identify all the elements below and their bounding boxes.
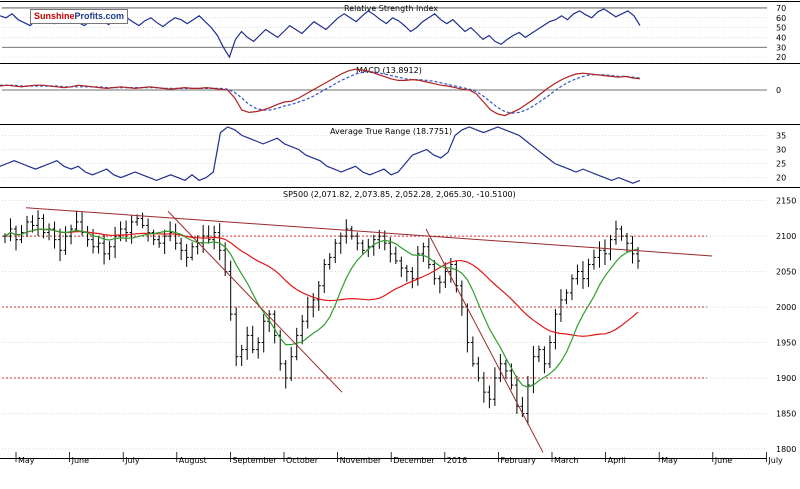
logo-suffix: .com xyxy=(103,11,125,21)
trend-line xyxy=(25,207,713,257)
atr-series-line xyxy=(0,126,641,184)
month-label: October xyxy=(286,456,319,465)
macd-signal-line xyxy=(0,70,641,114)
month-label: May xyxy=(18,456,35,465)
month-label: July xyxy=(124,456,140,465)
trend-line xyxy=(167,210,343,393)
rsi-y-tick-label: 60 xyxy=(776,14,786,23)
month-label: December xyxy=(393,456,435,465)
price-y-tick-label: 2150 xyxy=(776,197,796,206)
rsi-y-tick-label: 50 xyxy=(776,24,786,33)
price-y-tick-label: 1800 xyxy=(776,445,796,454)
rsi-y-tick-label: 20 xyxy=(776,53,786,62)
atr-y-tick-label: 35 xyxy=(776,131,786,140)
logo-part-1: Sunshine xyxy=(34,11,75,21)
data-layer xyxy=(0,8,713,453)
month-label: June xyxy=(71,456,90,465)
rsi-title: Relative Strength Index xyxy=(344,4,438,13)
rsi-y-tick-label: 30 xyxy=(776,43,786,52)
atr-y-tick-label: 20 xyxy=(776,174,786,183)
tick-labels: 2030405060700202530351800185019001950200… xyxy=(18,4,796,465)
rsi-y-tick-label: 70 xyxy=(776,4,786,13)
sma-short-line xyxy=(4,228,639,388)
price-y-tick-label: 2000 xyxy=(776,303,796,312)
macd-line xyxy=(0,68,641,117)
month-label: July xyxy=(767,456,783,465)
macd-title: MACD (13.8912) xyxy=(356,66,422,75)
atr-y-tick-label: 30 xyxy=(776,145,786,154)
month-label: April xyxy=(608,456,626,465)
price-title: SP500 (2,071.82, 2,073.85, 2,052.28, 2,0… xyxy=(283,190,516,199)
month-label: February xyxy=(500,456,536,465)
logo: SunshineProfits.com xyxy=(30,9,129,24)
logo-part-2: Profits xyxy=(74,11,104,21)
macd-y-tick-label: 0 xyxy=(776,86,781,95)
atr-y-tick-label: 25 xyxy=(776,160,786,169)
month-label: March xyxy=(554,456,578,465)
price-y-tick-label: 2100 xyxy=(776,232,796,241)
month-label: June xyxy=(714,456,733,465)
price-y-tick-label: 1850 xyxy=(776,409,796,418)
sma-long-line xyxy=(4,228,639,337)
price-y-tick-label: 2050 xyxy=(776,268,796,277)
price-y-tick-label: 1900 xyxy=(776,374,796,383)
price-y-tick-label: 1950 xyxy=(776,339,796,348)
month-label: May xyxy=(661,456,678,465)
trend-line xyxy=(425,228,544,453)
month-label: August xyxy=(179,456,207,465)
rsi-y-tick-label: 40 xyxy=(776,33,786,42)
month-label: 2016 xyxy=(447,456,467,465)
atr-title: Average True Range (18.7751) xyxy=(330,127,452,136)
month-label: September xyxy=(232,456,277,465)
month-label: November xyxy=(340,456,382,465)
grid-layer xyxy=(2,7,767,462)
